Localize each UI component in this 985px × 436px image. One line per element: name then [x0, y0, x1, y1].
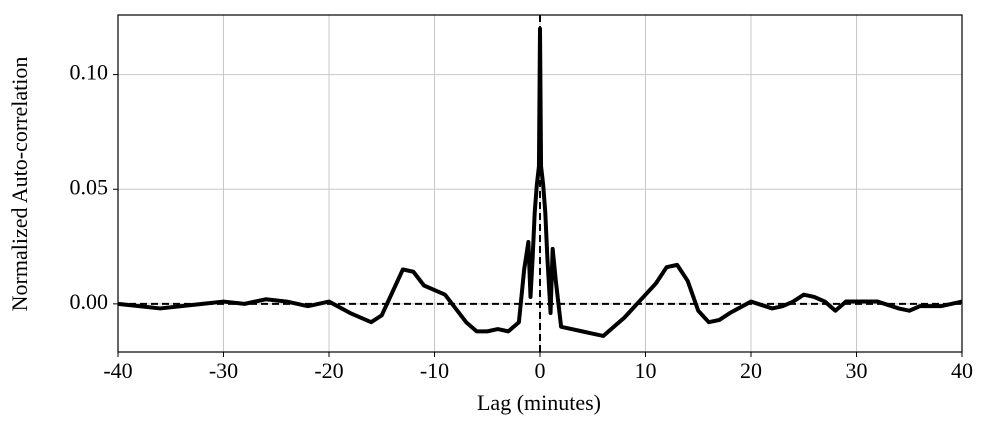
plot-frame — [117, 14, 963, 353]
x-tick-label: -10 — [420, 358, 449, 383]
x-tick-label: 30 — [846, 358, 868, 383]
y-tick-label: 0.05 — [70, 174, 109, 199]
x-tick-label: -20 — [314, 358, 343, 383]
x-tick-label: 20 — [740, 358, 762, 383]
x-tick-label: 40 — [951, 358, 973, 383]
y-axis-label: Normalized Auto-correlation — [7, 57, 32, 312]
x-tick-label: 10 — [635, 358, 657, 383]
x-axis-label: Lag (minutes) — [477, 390, 601, 415]
x-tick-label: 0 — [535, 358, 546, 383]
y-tick-label: 0.00 — [70, 289, 109, 314]
x-tick-label: -40 — [103, 358, 132, 383]
x-tick-label: -30 — [209, 358, 238, 383]
data-line — [117, 26, 963, 338]
y-tick-label: 0.10 — [70, 60, 109, 85]
